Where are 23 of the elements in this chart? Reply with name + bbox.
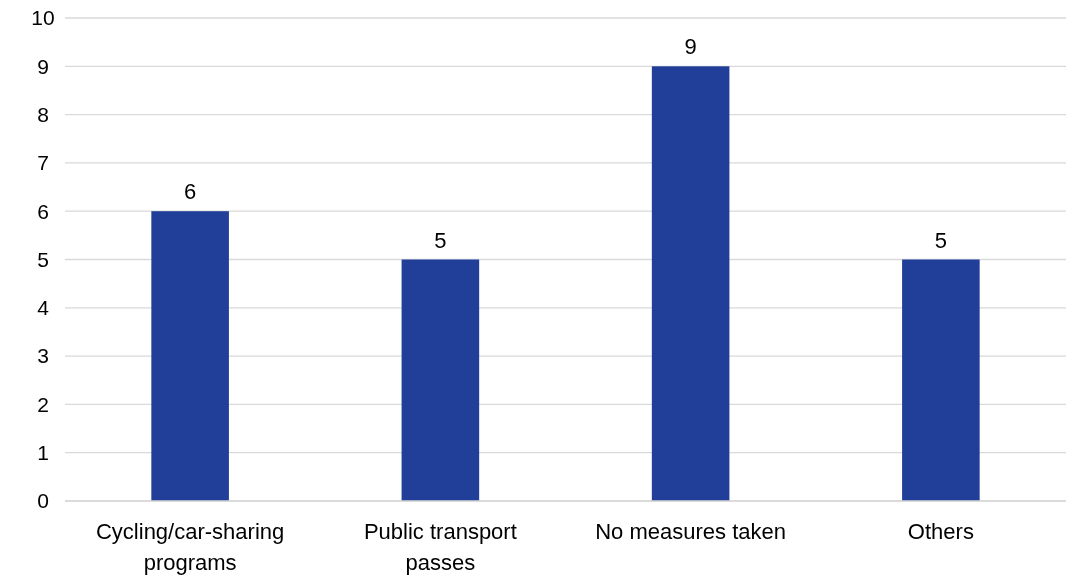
- bar: [651, 66, 730, 501]
- bar: [151, 211, 229, 501]
- y-tick-label: 3: [37, 344, 49, 368]
- data-label: 9: [684, 34, 697, 60]
- y-tick-label: 1: [37, 441, 49, 465]
- y-tick-label: 7: [37, 151, 49, 175]
- data-label: 6: [184, 179, 197, 205]
- y-tick-label: 4: [37, 296, 50, 320]
- bar: [902, 259, 980, 501]
- x-tick-label: Cycling/car-sharing programs: [95, 519, 285, 575]
- x-tick-label: Public transport passes: [363, 519, 517, 575]
- x-tick-label: Others: [907, 519, 974, 544]
- y-tick-label: 8: [37, 102, 49, 126]
- y-tick-label: 5: [37, 247, 49, 271]
- data-label: 5: [934, 227, 947, 253]
- y-tick-label: 2: [37, 392, 49, 416]
- y-tick-label: 10: [31, 6, 55, 30]
- y-tick-label: 0: [37, 489, 49, 513]
- bar: [401, 259, 480, 501]
- x-tick-label: No measures taken: [595, 519, 787, 544]
- y-tick-label: 6: [37, 199, 49, 223]
- data-label: 5: [434, 227, 447, 253]
- y-tick-label: 9: [37, 54, 49, 78]
